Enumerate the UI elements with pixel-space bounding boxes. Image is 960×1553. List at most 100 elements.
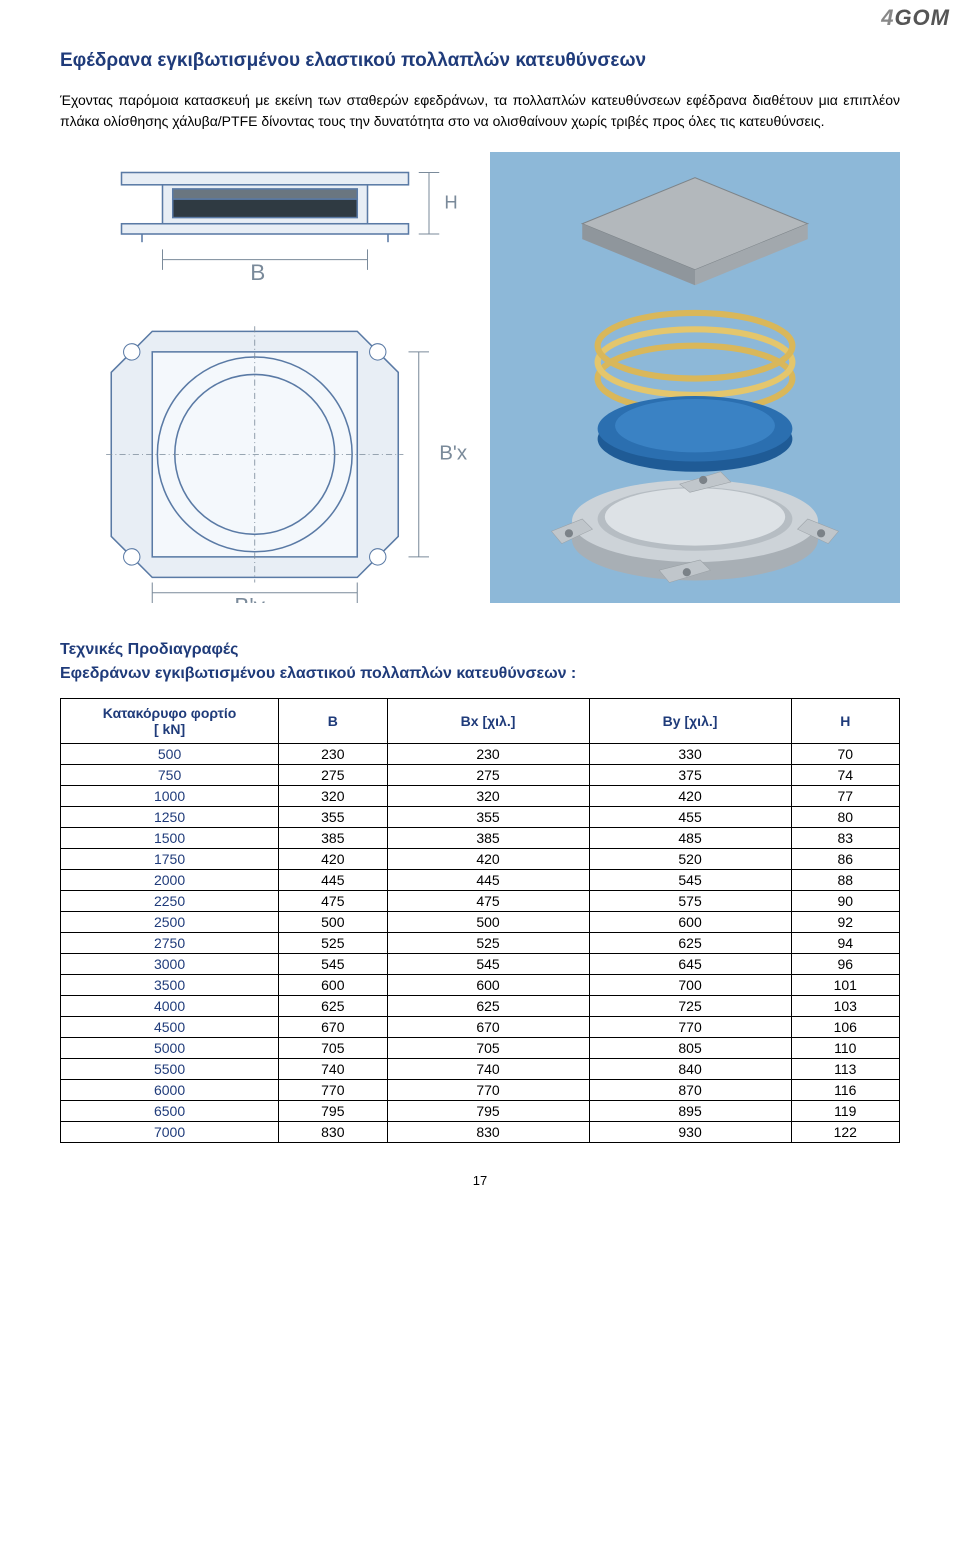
table-row: 150038538548583 [61, 828, 900, 849]
table-cell: 7000 [61, 1122, 279, 1143]
table-cell: 625 [279, 996, 387, 1017]
table-cell: 705 [279, 1038, 387, 1059]
table-row: 5500740740840113 [61, 1059, 900, 1080]
table-cell: 101 [791, 975, 899, 996]
table-cell: 5000 [61, 1038, 279, 1059]
table-cell: 600 [279, 975, 387, 996]
col-h: H [791, 699, 899, 744]
table-cell: 275 [387, 765, 589, 786]
table-cell: 230 [387, 744, 589, 765]
table-cell: 3000 [61, 954, 279, 975]
table-header-row: Κατακόρυφο φορτίο [ kN] B Bx [χιλ.] By [… [61, 699, 900, 744]
table-cell: 320 [387, 786, 589, 807]
table-cell: 375 [589, 765, 791, 786]
spec-heading: Τεχνικές Προδιαγραφές Εφεδράνων εγκιβωτι… [60, 638, 900, 686]
table-cell: 705 [387, 1038, 589, 1059]
table-cell: 500 [387, 912, 589, 933]
table-row: 225047547557590 [61, 891, 900, 912]
table-cell: 6500 [61, 1101, 279, 1122]
table-cell: 600 [589, 912, 791, 933]
table-cell: 545 [589, 870, 791, 891]
table-cell: 230 [279, 744, 387, 765]
table-cell: 355 [279, 807, 387, 828]
table-cell: 525 [387, 933, 589, 954]
table-cell: 80 [791, 807, 899, 828]
table-cell: 795 [279, 1101, 387, 1122]
table-cell: 2750 [61, 933, 279, 954]
table-cell: 88 [791, 870, 899, 891]
table-cell: 740 [387, 1059, 589, 1080]
spec-table: Κατακόρυφο φορτίο [ kN] B Bx [χιλ.] By [… [60, 698, 900, 1143]
col-b: B [279, 699, 387, 744]
table-cell: 122 [791, 1122, 899, 1143]
table-cell: 455 [589, 807, 791, 828]
table-row: 75027527537574 [61, 765, 900, 786]
table-cell: 420 [589, 786, 791, 807]
table-cell: 1250 [61, 807, 279, 828]
table-cell: 445 [387, 870, 589, 891]
table-cell: 445 [279, 870, 387, 891]
table-cell: 830 [387, 1122, 589, 1143]
table-cell: 420 [387, 849, 589, 870]
table-cell: 895 [589, 1101, 791, 1122]
logo-rest: GOM [894, 5, 950, 30]
table-row: 50023023033070 [61, 744, 900, 765]
table-row: 6500795795895119 [61, 1101, 900, 1122]
table-cell: 2250 [61, 891, 279, 912]
table-cell: 74 [791, 765, 899, 786]
table-cell: 770 [387, 1080, 589, 1101]
table-cell: 6000 [61, 1080, 279, 1101]
table-cell: 113 [791, 1059, 899, 1080]
table-cell: 92 [791, 912, 899, 933]
table-cell: 385 [279, 828, 387, 849]
logo-prefix: 4 [881, 5, 894, 30]
dim-h-label: H [444, 191, 457, 212]
table-cell: 770 [279, 1080, 387, 1101]
col-load: Κατακόρυφο φορτίο [ kN] [61, 699, 279, 744]
table-cell: 385 [387, 828, 589, 849]
table-cell: 500 [279, 912, 387, 933]
table-row: 125035535545580 [61, 807, 900, 828]
table-cell: 96 [791, 954, 899, 975]
dim-by-label: B'y [234, 593, 265, 603]
table-cell: 575 [589, 891, 791, 912]
table-row: 300054554564596 [61, 954, 900, 975]
table-row: 5000705705805110 [61, 1038, 900, 1059]
table-row: 7000830830930122 [61, 1122, 900, 1143]
table-row: 275052552562594 [61, 933, 900, 954]
table-cell: 750 [61, 765, 279, 786]
table-cell: 805 [589, 1038, 791, 1059]
table-cell: 740 [279, 1059, 387, 1080]
dim-b-label: B [250, 260, 265, 285]
table-cell: 870 [589, 1080, 791, 1101]
intro-paragraph: Έχοντας παρόμοια κατασκευή με εκείνη των… [60, 90, 900, 132]
exploded-render [490, 152, 900, 603]
table-cell: 2500 [61, 912, 279, 933]
table-cell: 70 [791, 744, 899, 765]
table-cell: 485 [589, 828, 791, 849]
table-cell: 700 [589, 975, 791, 996]
table-cell: 420 [279, 849, 387, 870]
figure-row: H B [60, 152, 900, 603]
table-row: 4500670670770106 [61, 1017, 900, 1038]
table-cell: 86 [791, 849, 899, 870]
table-row: 250050050060092 [61, 912, 900, 933]
table-row: 100032032042077 [61, 786, 900, 807]
table-cell: 5500 [61, 1059, 279, 1080]
table-row: 4000625625725103 [61, 996, 900, 1017]
table-cell: 4500 [61, 1017, 279, 1038]
table-cell: 840 [589, 1059, 791, 1080]
table-cell: 1000 [61, 786, 279, 807]
table-cell: 600 [387, 975, 589, 996]
page-number: 17 [60, 1173, 900, 1188]
table-cell: 1750 [61, 849, 279, 870]
table-cell: 545 [387, 954, 589, 975]
table-cell: 500 [61, 744, 279, 765]
table-cell: 4000 [61, 996, 279, 1017]
table-cell: 770 [589, 1017, 791, 1038]
table-cell: 2000 [61, 870, 279, 891]
table-cell: 625 [387, 996, 589, 1017]
table-cell: 525 [279, 933, 387, 954]
table-cell: 103 [791, 996, 899, 1017]
table-cell: 106 [791, 1017, 899, 1038]
